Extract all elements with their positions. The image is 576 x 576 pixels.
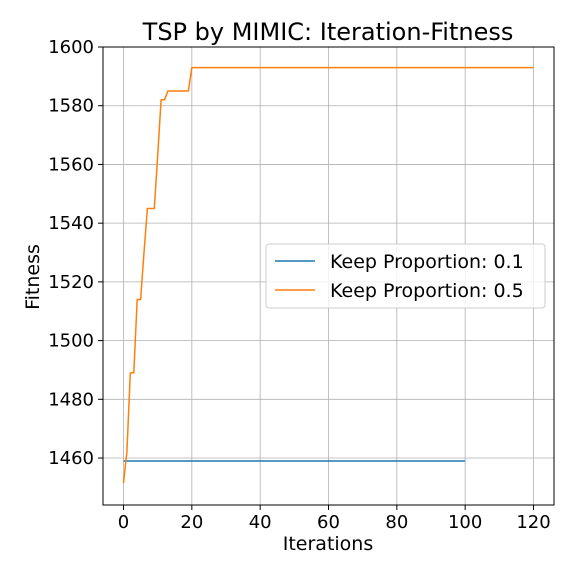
y-tick-label: 1560 <box>48 154 94 175</box>
x-tick-label: 0 <box>118 512 129 533</box>
x-tick-label: 40 <box>249 512 272 533</box>
legend-label-2: Keep Proportion: 0.5 <box>330 280 524 302</box>
x-tick-label: 80 <box>385 512 408 533</box>
legend: Keep Proportion: 0.1 Keep Proportion: 0.5 <box>265 243 546 309</box>
axis-ticks: 0 20 40 60 80 100 120 1460 1480 1500 1520 1540 1560 1… <box>48 37 550 533</box>
legend-box <box>265 243 546 309</box>
y-tick-label: 1460 <box>48 448 94 469</box>
legend-label-1: Keep Proportion: 0.1 <box>330 251 524 273</box>
x-tick-label: 20 <box>180 512 203 533</box>
x-tick-label: 60 <box>317 512 340 533</box>
y-tick-label: 1580 <box>48 96 94 117</box>
y-tick-label: 1480 <box>48 389 94 410</box>
x-tick-label: 100 <box>448 512 482 533</box>
y-tick-label: 1500 <box>48 331 94 352</box>
x-axis-label: Iterations <box>283 533 374 555</box>
series-line-2 <box>122 66 534 484</box>
series-lines <box>122 66 534 484</box>
x-tick-label: 120 <box>516 512 550 533</box>
y-axis-label: Fitness <box>22 244 44 310</box>
chart-title: TSP by MIMIC: Iteration-Fitness <box>142 18 514 46</box>
y-tick-label: 1520 <box>48 272 94 293</box>
y-tick-label: 1600 <box>48 37 94 58</box>
y-tick-label: 1540 <box>48 213 94 234</box>
